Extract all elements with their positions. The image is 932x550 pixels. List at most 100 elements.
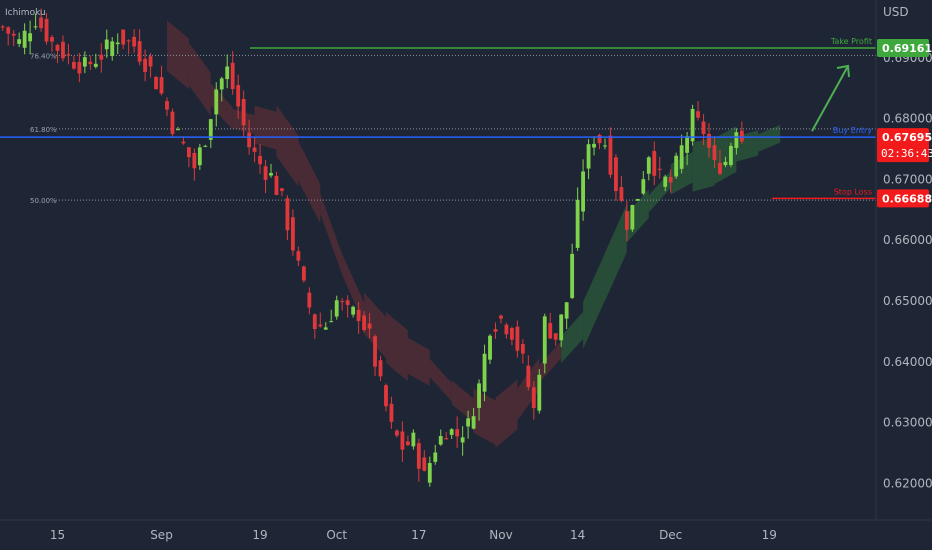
candle-body [608, 135, 613, 175]
candle-body [99, 54, 104, 60]
candle-body [362, 315, 367, 331]
candle-body [411, 432, 416, 447]
candle-body [635, 198, 640, 201]
candle-body [504, 324, 509, 335]
x-tick-label: 14 [570, 528, 585, 542]
y-tick-label: 0.62000 [883, 477, 932, 491]
candle-body [734, 132, 739, 148]
candle-body [17, 39, 22, 44]
candle-body [186, 147, 191, 158]
candle-body [449, 429, 454, 435]
candle-body [460, 437, 465, 443]
cloud-segment [276, 105, 299, 187]
candle-body [509, 327, 514, 340]
candle-body [263, 166, 268, 180]
candle-body [143, 58, 148, 72]
x-tick-label: Sep [150, 528, 173, 542]
candle-body [115, 42, 120, 45]
candle-body [126, 40, 131, 42]
candle-body [466, 418, 471, 427]
indicator-label: Ichimoku [5, 8, 46, 18]
candle-body [351, 306, 356, 315]
candle-body [739, 130, 744, 142]
candle-body [39, 17, 43, 29]
candle-body [307, 292, 312, 308]
candle-body [592, 143, 596, 148]
candle-body [192, 152, 197, 169]
candle-body [44, 18, 49, 42]
candle-body [329, 321, 334, 323]
candle-body [586, 144, 591, 169]
candle-body [559, 314, 564, 341]
stop-loss-badge [877, 189, 929, 208]
fib-level-76-label: 76.40% [30, 52, 57, 60]
candle-body [66, 54, 71, 56]
candle-body [570, 253, 575, 298]
candle-body [707, 133, 711, 148]
candle-body [728, 145, 733, 165]
price-axis[interactable]: USD 0.62000 0.63000 0.64000 0.65000 0.66000 0… [875, 0, 932, 520]
candle-body [22, 30, 27, 48]
candle-body [6, 27, 11, 34]
buy-entry-label: Buy Entry [833, 126, 872, 135]
candle-body [520, 344, 525, 354]
candle-body [679, 145, 684, 169]
x-tick-label: 19 [252, 528, 267, 542]
candle-body [104, 39, 109, 50]
x-tick-label: 19 [762, 528, 777, 542]
y-tick-label: 0.68000 [883, 112, 932, 126]
candle-body [422, 457, 427, 471]
candle-body [493, 329, 498, 332]
candle-body [258, 155, 262, 165]
candle-body [0, 26, 5, 28]
candle-body [252, 147, 257, 152]
candle-body [630, 205, 635, 230]
fib-level-61-label: 61.80% [30, 126, 57, 134]
candle-body [455, 429, 460, 437]
candle-body [225, 66, 230, 80]
candle-body [641, 179, 646, 194]
cloud-segment [166, 20, 189, 90]
candle-body [400, 431, 405, 450]
cloud-segment [385, 312, 408, 382]
candle-body [373, 336, 377, 367]
candle-body [531, 387, 536, 409]
candle-body [356, 309, 361, 322]
time-axis[interactable]: 15 Sep 19 Oct 17 Nov 14 Dec 19 [0, 519, 932, 550]
candle-body [723, 161, 728, 166]
candle-body [718, 162, 722, 174]
candle-body [384, 385, 388, 407]
candle-body [208, 119, 213, 140]
cloud-segment [758, 124, 781, 152]
candle-body [88, 61, 93, 65]
candle-body [581, 171, 586, 212]
candle-body [318, 324, 323, 327]
y-tick-label: 0.64000 [883, 355, 932, 369]
candle-body [285, 198, 290, 231]
candle-body [690, 109, 695, 142]
candle-body [482, 353, 487, 392]
candle-body [214, 89, 219, 115]
candle-body [553, 333, 558, 340]
y-tick-label: 0.65000 [883, 294, 932, 308]
cloud-segment [561, 311, 584, 364]
candle-body [603, 145, 607, 147]
candle-body [416, 443, 421, 469]
candle-body [296, 251, 301, 261]
candle-body [696, 111, 700, 118]
take-profit-badge-text: 0.69161 [882, 42, 932, 55]
candle-body [646, 157, 651, 174]
y-tick-label: 0.66000 [883, 233, 932, 247]
candle-body [395, 430, 399, 436]
countdown-timer: 02:36:43 [881, 147, 932, 160]
candle-body [148, 56, 153, 67]
candle-body [312, 314, 317, 329]
candle-body [499, 315, 503, 319]
x-tick-label: Oct [326, 528, 347, 542]
candle-body [619, 187, 624, 201]
candle-body [82, 57, 87, 67]
cloud-segment [429, 358, 452, 402]
candle-body [181, 141, 186, 144]
